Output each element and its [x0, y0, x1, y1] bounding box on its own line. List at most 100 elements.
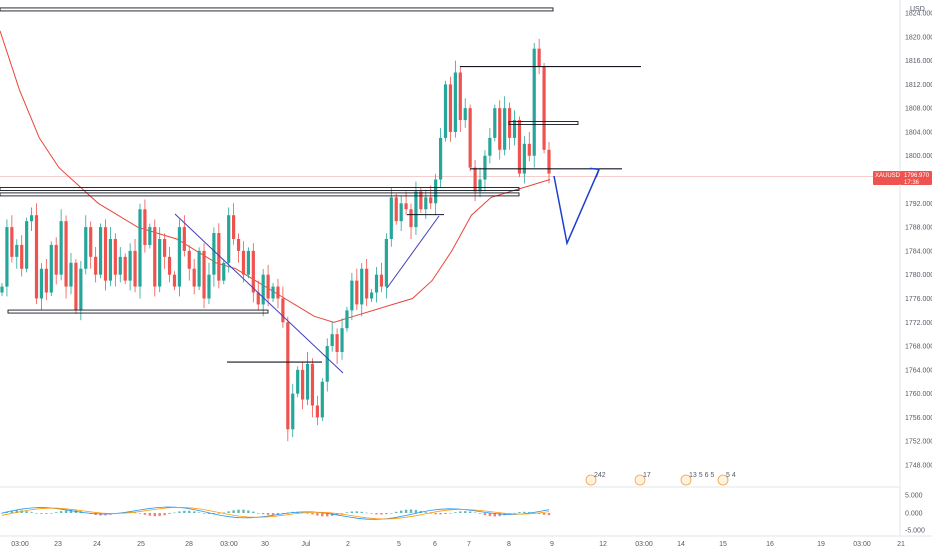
trendlines[interactable] [174, 213, 440, 374]
macd-histogram-bar [59, 511, 63, 513]
candle-body [34, 215, 39, 299]
current-price-value: 1796.970 [904, 173, 930, 179]
event-badge-icon[interactable] [585, 474, 597, 486]
event-badge-icon[interactable] [634, 474, 646, 486]
candle-body [315, 405, 319, 418]
time-tick-label: 12 [599, 541, 607, 548]
candle-body [222, 262, 226, 281]
candle-body [192, 268, 196, 287]
candle-body [463, 108, 467, 121]
macd-histogram-bar [404, 509, 408, 513]
macd-histogram-bar [45, 513, 48, 514]
candle-body [473, 167, 477, 192]
drawn-levels[interactable] [0, 7, 641, 363]
price-tick-label: 1800.000 [905, 153, 932, 160]
time-tick-label: 15 [719, 541, 727, 548]
macd-histogram-bar [409, 509, 413, 513]
candle-body [246, 250, 250, 275]
candle-body [271, 286, 275, 299]
price-tick-label: 1752.000 [905, 439, 932, 446]
candle-body [438, 137, 443, 180]
candle-body [483, 155, 487, 180]
candle-body [325, 346, 329, 382]
candle-body [537, 48, 541, 67]
macd-histogram-bar [395, 511, 398, 513]
macd-histogram-bar [40, 513, 43, 514]
macd-histogram-bar [242, 509, 245, 513]
candle-body [108, 239, 113, 281]
moving-average [0, 30, 551, 323]
time-tick-label: 28 [185, 541, 193, 548]
candle-body [10, 227, 14, 257]
candle-body [79, 268, 83, 311]
candle-body [103, 227, 108, 281]
price-level[interactable] [0, 187, 520, 191]
candle-body [384, 239, 388, 287]
descending-trendline[interactable] [174, 213, 344, 374]
macd-histogram-bar [257, 512, 260, 514]
macd-histogram-bar [188, 510, 191, 513]
projection-path[interactable] [553, 169, 600, 246]
macd-histogram-bar [30, 512, 33, 513]
time-tick-label: 16 [766, 541, 774, 548]
macd-histogram-bar [192, 511, 196, 513]
candle-body [25, 221, 29, 269]
macd-histogram-bar [276, 513, 280, 515]
macd-histogram-bar [537, 513, 541, 514]
candle-body [517, 120, 522, 174]
candle-body [360, 268, 364, 305]
macd-histogram-bar [464, 511, 467, 513]
macd-histogram-bar [261, 513, 265, 515]
candle-body [158, 239, 162, 287]
candle-body [301, 369, 305, 400]
candle-body [123, 256, 127, 281]
time-tick-label: 14 [677, 541, 685, 548]
candles [0, 38, 551, 442]
time-tick-label: 25 [137, 541, 145, 548]
bar-countdown: 17:36 [904, 180, 920, 186]
price-tick-label: 1748.000 [905, 463, 932, 470]
candle-body [512, 120, 517, 138]
price-tick-label: 1772.000 [905, 320, 932, 327]
candle-body [379, 274, 384, 287]
price-tick-label: 1808.000 [905, 106, 932, 113]
time-tick-label: 6 [433, 541, 437, 548]
candle-body [429, 197, 433, 204]
candle-body [29, 215, 34, 222]
macd-histogram-bar [183, 510, 186, 513]
event-badge-icon[interactable] [680, 474, 692, 486]
price-level[interactable] [7, 309, 269, 314]
candle-body [74, 262, 78, 311]
candle-body [163, 239, 167, 257]
macd-histogram-bar [355, 511, 359, 513]
macd-histogram-bar [370, 513, 373, 514]
candle-body [84, 227, 88, 269]
macd-histogram-bar [247, 510, 250, 513]
macd-histogram-bar [50, 513, 53, 514]
candle-body [434, 179, 438, 204]
price-tick-label: 1768.000 [905, 344, 932, 351]
macd-histogram-bar [252, 511, 255, 513]
time-tick-label: 7 [467, 541, 471, 548]
macd-histogram-bar [434, 513, 437, 515]
price-level[interactable] [508, 121, 579, 125]
price-tick-label: 1816.000 [905, 58, 932, 65]
macd-histogram-bar [493, 513, 496, 517]
price-tick-label: 1776.000 [905, 296, 932, 303]
candle-body [281, 298, 285, 323]
candle-body [547, 149, 551, 174]
projection-arrow[interactable] [553, 167, 601, 246]
price-level[interactable] [0, 192, 520, 197]
macd-histogram-bar [424, 512, 428, 513]
event-badge-icon[interactable] [717, 474, 729, 486]
macd-histogram-bar [133, 512, 137, 514]
projection-arrowhead[interactable] [589, 167, 601, 178]
price-level[interactable] [0, 7, 554, 12]
candle-body [320, 381, 324, 418]
candle-body [527, 143, 531, 156]
macd-histogram-bar [271, 513, 275, 515]
price-tick-label: 1812.000 [905, 82, 932, 89]
candle-body [69, 262, 73, 287]
candle-body [49, 244, 53, 293]
ascending-trendline[interactable] [386, 215, 440, 289]
